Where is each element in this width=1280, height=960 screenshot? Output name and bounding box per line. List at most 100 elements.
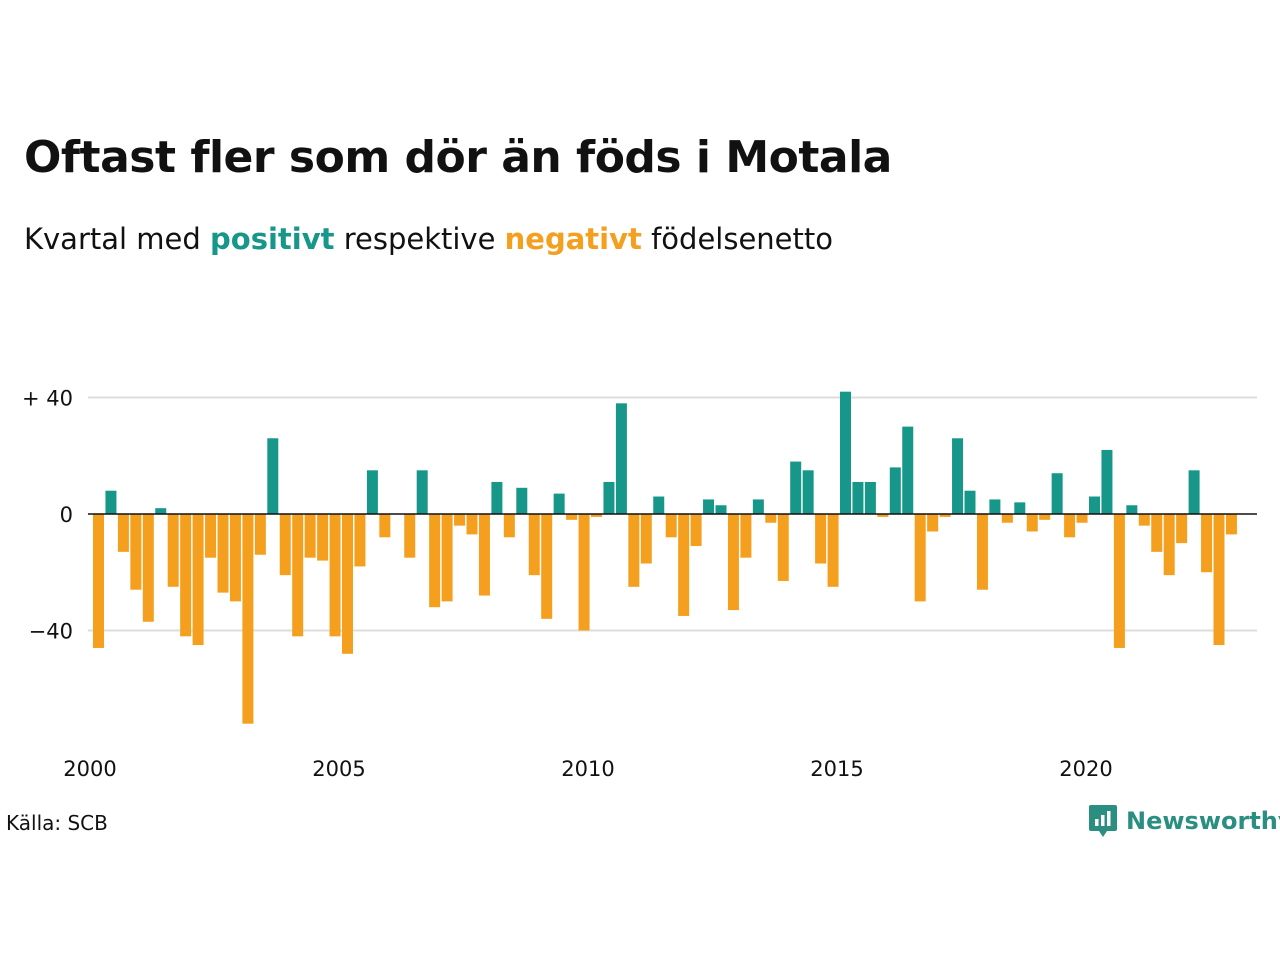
- bar: [1138, 514, 1150, 526]
- bar: [615, 403, 627, 514]
- bar: [1051, 473, 1063, 514]
- bar: [715, 505, 727, 514]
- bar: [329, 514, 341, 637]
- bar: [1014, 502, 1026, 514]
- bar: [1026, 514, 1038, 532]
- bar: [416, 470, 428, 514]
- bar: [578, 514, 590, 631]
- brand-name: Newsworthy: [1126, 807, 1280, 835]
- bars: [93, 391, 1237, 724]
- bar: [827, 514, 839, 587]
- y-tick-label: −40: [29, 620, 73, 644]
- bar: [354, 514, 366, 567]
- bar: [366, 470, 378, 514]
- bar: [703, 499, 715, 514]
- bar: [503, 514, 515, 538]
- bar: [740, 514, 752, 558]
- x-tick-label: 2010: [561, 757, 614, 781]
- bar: [478, 514, 490, 596]
- y-tick-label: 0: [60, 503, 73, 527]
- bar: [1176, 514, 1188, 544]
- bar: [1225, 514, 1237, 535]
- bar: [342, 514, 353, 654]
- chart-title: Oftast fler som dör än föds i Motala: [24, 132, 892, 183]
- bar: [229, 514, 241, 602]
- bar: [105, 490, 117, 514]
- bar: [516, 487, 528, 514]
- bar: [1126, 505, 1138, 514]
- bar: [952, 438, 964, 514]
- brand-logo: Newsworthy: [1088, 804, 1280, 838]
- bar: [541, 514, 553, 619]
- bar: [1064, 514, 1076, 538]
- bar: [528, 514, 540, 576]
- bar: [790, 461, 802, 514]
- bar: [840, 391, 851, 515]
- bar: [167, 514, 179, 587]
- bar: [205, 514, 217, 558]
- bar: [1188, 470, 1200, 514]
- subtitle-suffix: födelsenetto: [651, 222, 833, 256]
- bar: [454, 514, 466, 526]
- bar: [1001, 514, 1013, 523]
- bar: [292, 514, 304, 637]
- bar: [877, 514, 889, 517]
- bar: [914, 514, 926, 602]
- bar: [304, 514, 316, 558]
- bar: [267, 438, 279, 514]
- bar: [678, 514, 690, 616]
- bar: [939, 514, 951, 517]
- bar: [466, 514, 478, 535]
- bar: [889, 467, 901, 514]
- bar: [192, 514, 204, 646]
- chart-subtitle: Kvartal med positivt respektive negativt…: [24, 222, 833, 256]
- bar: [441, 514, 453, 602]
- bar: [1076, 514, 1088, 523]
- bar: [1039, 514, 1051, 520]
- bar: [765, 514, 777, 523]
- bar-chart: + 40 0 −40 2000 2005 2010 2015 2020: [22, 387, 1257, 781]
- bar: [640, 514, 652, 564]
- subtitle-negative: negativt: [504, 222, 642, 256]
- bar: [927, 514, 939, 532]
- bar: [752, 499, 764, 514]
- bar: [815, 514, 827, 564]
- bar: [777, 514, 789, 581]
- bar: [117, 514, 129, 552]
- bar: [989, 499, 1001, 514]
- bar: [1213, 514, 1225, 646]
- bar: [1151, 514, 1163, 552]
- bar: [180, 514, 192, 637]
- bar: [591, 514, 602, 517]
- bar: [1201, 514, 1213, 573]
- y-tick-labels: + 40 0 −40: [22, 387, 73, 644]
- newsworthy-logo-icon: [1089, 805, 1117, 837]
- bar: [628, 514, 640, 587]
- bar: [665, 514, 677, 538]
- x-tick-label: 2020: [1059, 757, 1112, 781]
- bar: [379, 514, 391, 538]
- bar: [155, 508, 167, 515]
- bar: [566, 514, 578, 520]
- bar: [1101, 449, 1113, 515]
- y-tick-label: + 40: [22, 387, 73, 411]
- x-tick-labels: 2000 2005 2010 2015 2020: [63, 757, 1112, 781]
- bar: [690, 514, 702, 547]
- bar: [802, 470, 814, 514]
- grid-lines: [88, 396, 1257, 632]
- x-tick-label: 2015: [810, 757, 863, 781]
- subtitle-prefix: Kvartal med: [24, 222, 201, 256]
- bar: [130, 514, 142, 590]
- bar: [1089, 496, 1100, 514]
- bar: [317, 514, 329, 561]
- bar: [279, 514, 291, 576]
- bar: [1113, 514, 1125, 648]
- bar: [1163, 514, 1175, 576]
- bar: [902, 426, 914, 515]
- bar: [852, 481, 864, 514]
- bar: [93, 514, 104, 648]
- subtitle-middle: respektive: [343, 222, 496, 256]
- bar: [429, 514, 441, 608]
- bar: [976, 514, 988, 590]
- bar: [142, 514, 154, 622]
